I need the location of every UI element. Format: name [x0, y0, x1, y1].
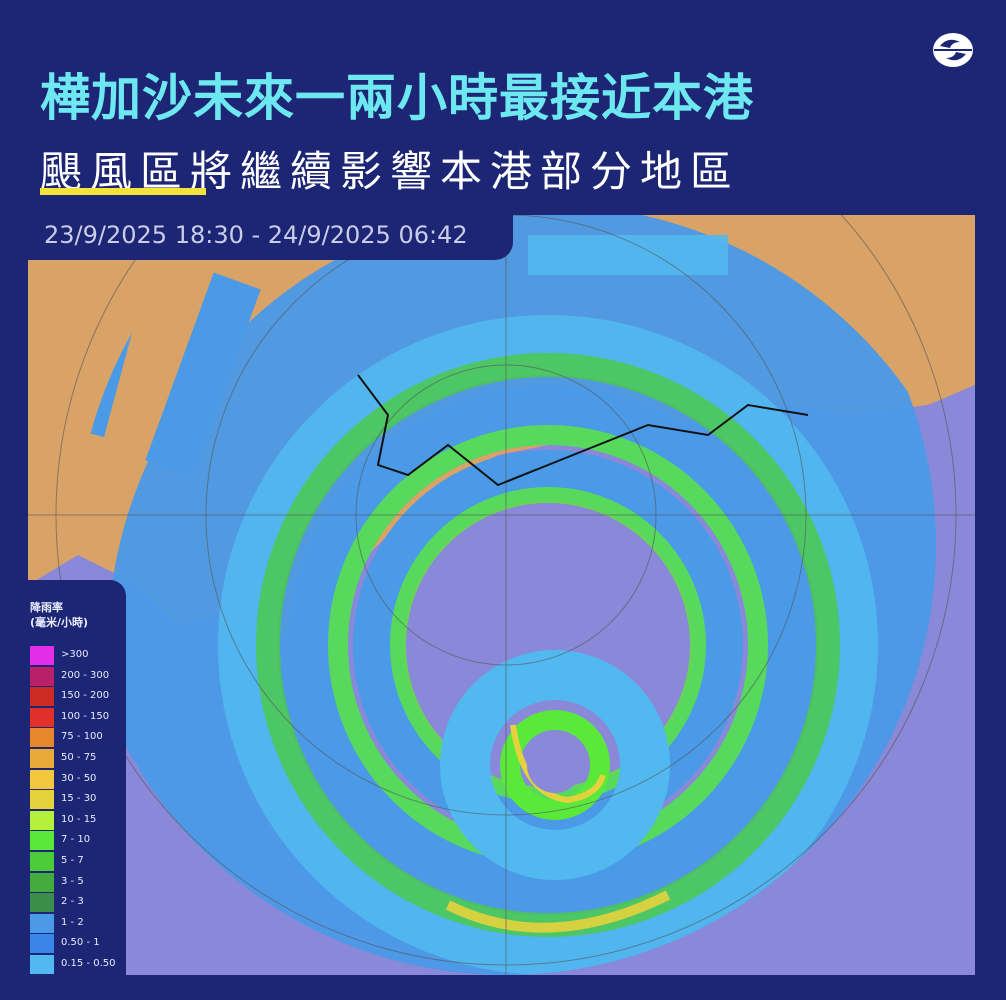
legend-swatch [30, 852, 54, 871]
legend-label: 100 - 150 [61, 710, 110, 722]
legend-item: >300 [30, 646, 126, 665]
legend-label: 10 - 15 [61, 813, 97, 825]
legend-label: 30 - 50 [61, 772, 97, 784]
legend-label: 75 - 100 [61, 731, 103, 743]
legend-item: 0.50 - 1 [30, 934, 126, 954]
legend-label: 1 - 2 [61, 916, 84, 928]
legend-label: 150 - 200 [61, 690, 110, 702]
legend-swatch [30, 955, 54, 974]
legend-swatch [30, 707, 54, 727]
legend-item: 30 - 50 [30, 769, 126, 789]
legend-item: 200 - 300 [30, 666, 126, 686]
legend-swatch [30, 749, 54, 768]
legend-item: 100 - 150 [30, 707, 126, 727]
legend-label: 50 - 75 [61, 752, 97, 763]
subheadline: 颶風區將繼續影響本港部分地區 [40, 147, 741, 196]
legend-item: 5 - 7 [30, 852, 126, 871]
legend-label: 2 - 3 [61, 896, 84, 908]
legend-swatch [30, 728, 54, 748]
legend-swatch [30, 666, 54, 686]
legend-label: >300 [61, 649, 89, 660]
legend-item: 3 - 5 [30, 872, 126, 892]
legend-swatch [30, 687, 54, 707]
legend-swatch [30, 810, 54, 830]
highlight-underline [40, 188, 206, 195]
legend-swatch [30, 872, 54, 892]
radar-map [28, 215, 975, 975]
legend-swatch [30, 913, 54, 933]
legend-swatch [30, 934, 54, 954]
headline: 樺加沙未來一兩小時最接近本港 [40, 69, 754, 127]
coastline [357, 374, 809, 487]
legend-label: 5 - 7 [61, 855, 84, 866]
legend-title: 降雨率 (毫米/小時) [30, 601, 89, 629]
legend-item: 15 - 30 [30, 790, 126, 810]
legend-swatch [30, 646, 54, 665]
swirl-logo-icon [933, 33, 973, 67]
legend-item: 7 - 10 [30, 831, 126, 851]
time-range-badge: 23/9/2025 18:30 - 24/9/2025 06:42 [28, 215, 513, 260]
legend-swatch [30, 893, 54, 913]
rainfall-legend: 降雨率 (毫米/小時) >300 200 - 300 150 - 200 100 - 1… [28, 580, 126, 975]
legend-swatch [30, 790, 54, 810]
legend-item: 1 - 2 [30, 913, 126, 933]
legend-item: 2 - 3 [30, 893, 126, 913]
legend-label: 7 - 10 [61, 834, 91, 846]
legend-item: 75 - 100 [30, 728, 126, 748]
range-rings [28, 215, 975, 975]
legend-label: 15 - 30 [61, 793, 97, 805]
legend-swatch [30, 769, 54, 789]
legend-item: 50 - 75 [30, 749, 126, 768]
legend-label: 0.15 - 0.50 [61, 958, 116, 969]
legend-item: 150 - 200 [30, 687, 126, 707]
legend-item: 0.15 - 0.50 [30, 955, 126, 974]
legend-label: 3 - 5 [61, 875, 84, 887]
legend-label: 200 - 300 [61, 669, 110, 681]
legend-label: 0.50 - 1 [61, 937, 100, 949]
legend-swatch [30, 831, 54, 851]
legend-item: 10 - 15 [30, 810, 126, 830]
